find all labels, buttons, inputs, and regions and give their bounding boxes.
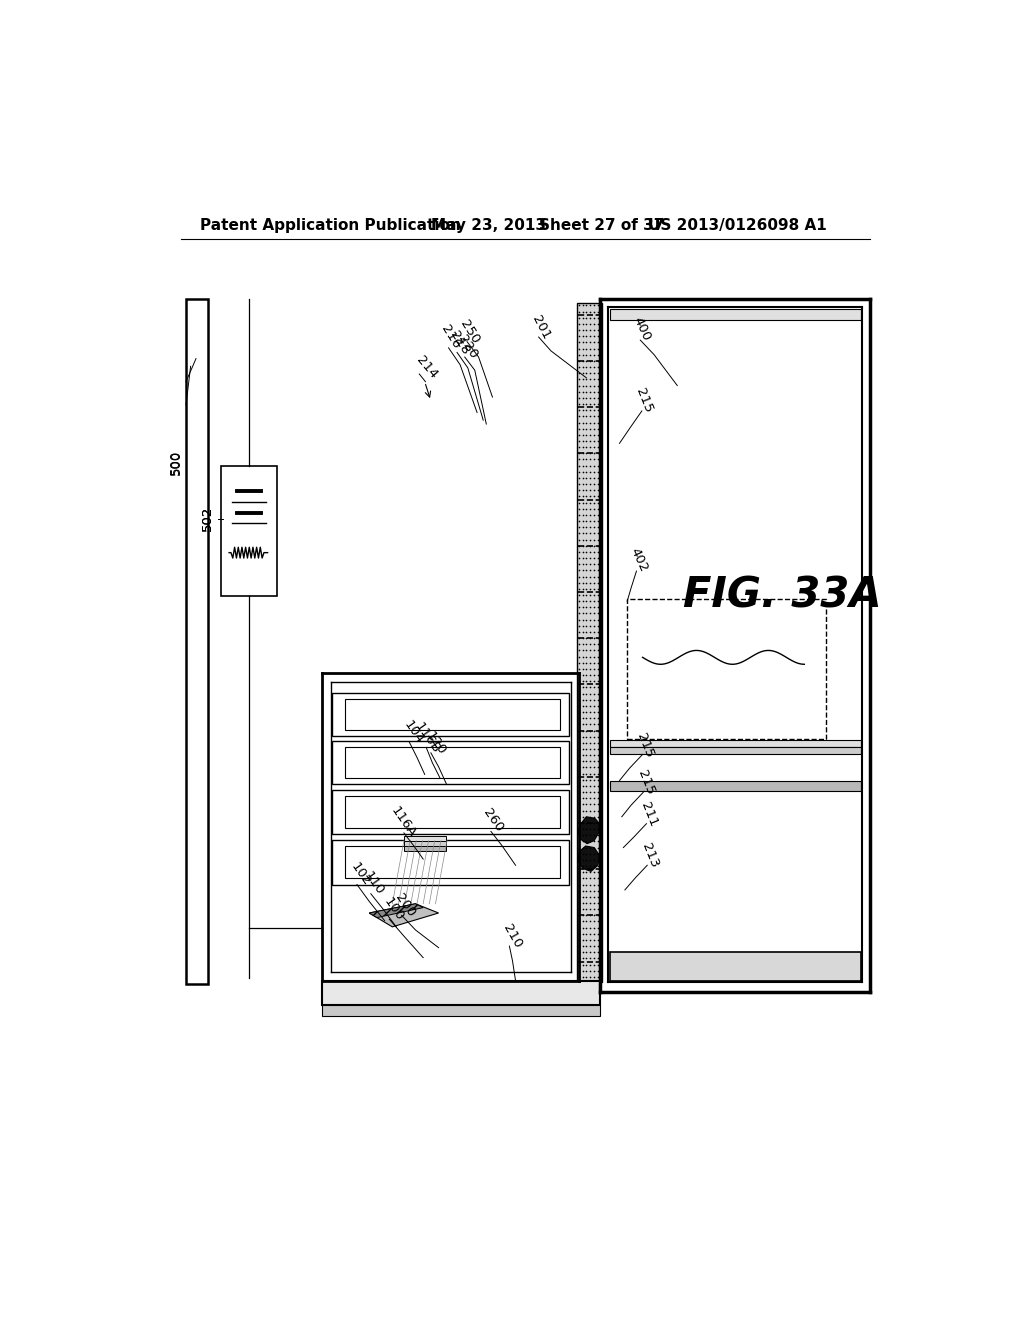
Text: Patent Application Publication: Patent Application Publication <box>200 218 461 234</box>
Text: 215: 215 <box>636 768 657 796</box>
Polygon shape <box>403 846 446 851</box>
Polygon shape <box>345 747 560 779</box>
Text: 220: 220 <box>456 333 480 362</box>
Polygon shape <box>403 836 446 841</box>
Text: 116A: 116A <box>388 804 419 840</box>
Polygon shape <box>578 817 599 843</box>
Bar <box>609 309 860 321</box>
Text: 215: 215 <box>634 387 655 416</box>
Text: 210: 210 <box>500 921 524 950</box>
Text: 400: 400 <box>631 315 653 343</box>
Bar <box>609 747 860 754</box>
Text: May 23, 2013: May 23, 2013 <box>431 218 546 234</box>
Polygon shape <box>333 789 569 834</box>
Text: 502: 502 <box>201 506 214 532</box>
Text: US 2013/0126098 A1: US 2013/0126098 A1 <box>648 218 826 234</box>
Text: 213: 213 <box>639 841 660 870</box>
Text: 104: 104 <box>401 718 427 746</box>
Polygon shape <box>370 904 423 917</box>
Polygon shape <box>403 841 446 846</box>
Bar <box>578 304 602 982</box>
Text: 102: 102 <box>348 861 373 888</box>
Text: 211: 211 <box>638 800 659 829</box>
Text: 500: 500 <box>169 450 181 475</box>
Bar <box>609 739 860 747</box>
Text: 201: 201 <box>529 314 553 342</box>
Text: 200: 200 <box>392 891 418 919</box>
Text: 218: 218 <box>447 329 472 356</box>
Text: 500: 500 <box>170 450 183 475</box>
Polygon shape <box>333 840 569 884</box>
Text: 100: 100 <box>381 895 406 923</box>
Polygon shape <box>333 693 569 737</box>
Text: 215: 215 <box>634 731 655 759</box>
Bar <box>628 599 826 739</box>
Text: 110: 110 <box>361 870 387 898</box>
Text: 116B: 116B <box>413 721 442 756</box>
Text: 250: 250 <box>457 317 481 346</box>
Text: 260: 260 <box>481 807 506 834</box>
Bar <box>609 780 860 792</box>
Text: FIG. 33A: FIG. 33A <box>683 574 882 616</box>
Bar <box>186 298 208 983</box>
Text: Sheet 27 of 37: Sheet 27 of 37 <box>539 218 664 234</box>
Polygon shape <box>578 846 599 871</box>
Bar <box>322 1006 600 1016</box>
Bar <box>609 952 860 981</box>
Polygon shape <box>345 796 560 829</box>
Bar <box>322 981 600 1006</box>
Text: 216: 216 <box>438 323 463 351</box>
Polygon shape <box>370 904 438 927</box>
Text: 502: 502 <box>201 506 214 532</box>
Text: 402: 402 <box>628 546 649 574</box>
Bar <box>221 466 276 595</box>
Polygon shape <box>345 700 560 730</box>
Text: 120: 120 <box>423 730 449 758</box>
Polygon shape <box>333 742 569 784</box>
Text: 214: 214 <box>414 354 440 381</box>
Polygon shape <box>345 846 560 878</box>
